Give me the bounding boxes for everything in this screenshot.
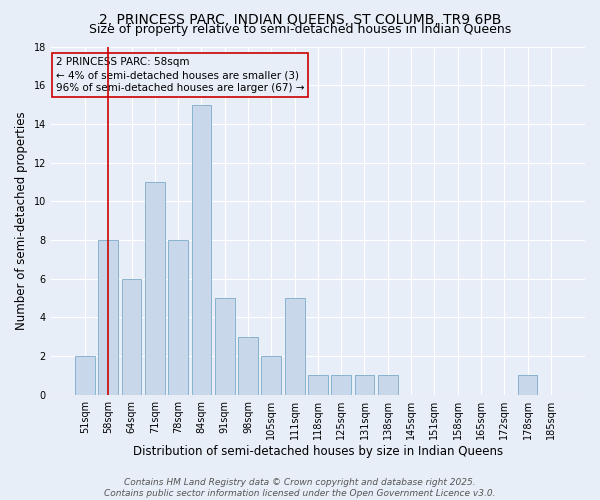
Text: 2, PRINCESS PARC, INDIAN QUEENS, ST COLUMB, TR9 6PB: 2, PRINCESS PARC, INDIAN QUEENS, ST COLU… [99, 12, 501, 26]
Bar [308, 376, 328, 394]
Bar [145, 182, 165, 394]
Bar [331, 376, 351, 394]
Bar [518, 376, 538, 394]
Bar [168, 240, 188, 394]
X-axis label: Distribution of semi-detached houses by size in Indian Queens: Distribution of semi-detached houses by … [133, 444, 503, 458]
Bar [122, 278, 142, 394]
Text: Size of property relative to semi-detached houses in Indian Queens: Size of property relative to semi-detach… [89, 22, 511, 36]
Y-axis label: Number of semi-detached properties: Number of semi-detached properties [15, 112, 28, 330]
Bar [215, 298, 235, 394]
Bar [98, 240, 118, 394]
Bar [75, 356, 95, 395]
Bar [262, 356, 281, 395]
Bar [285, 298, 305, 394]
Bar [355, 376, 374, 394]
Text: 2 PRINCESS PARC: 58sqm
← 4% of semi-detached houses are smaller (3)
96% of semi-: 2 PRINCESS PARC: 58sqm ← 4% of semi-deta… [56, 57, 305, 94]
Bar [191, 104, 211, 395]
Text: Contains HM Land Registry data © Crown copyright and database right 2025.
Contai: Contains HM Land Registry data © Crown c… [104, 478, 496, 498]
Bar [378, 376, 398, 394]
Bar [238, 336, 258, 394]
